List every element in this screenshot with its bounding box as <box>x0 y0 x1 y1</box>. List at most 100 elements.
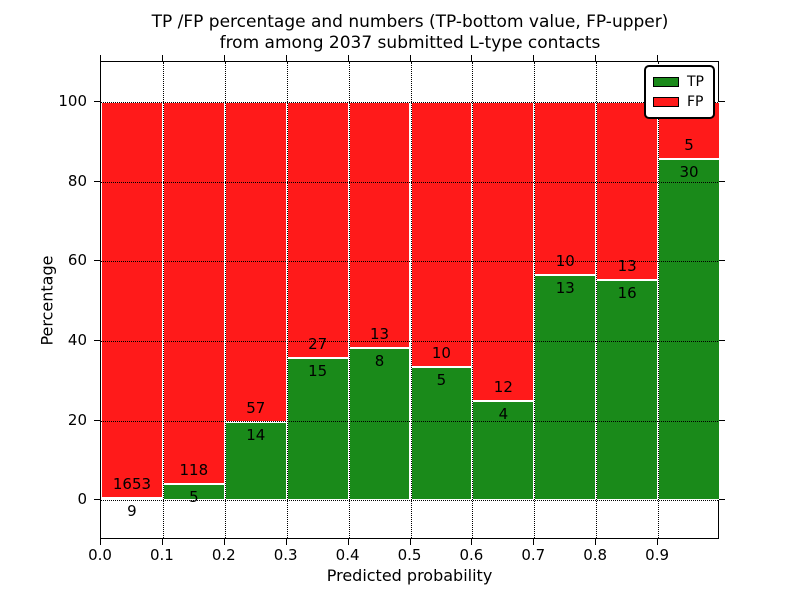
tp-count-label: 13 <box>555 279 575 298</box>
gridline-vertical <box>410 62 412 538</box>
gridline-vertical <box>534 62 536 538</box>
x-tick-mark-top <box>595 55 597 61</box>
bar-segment-fp <box>472 101 535 401</box>
y-tick-mark-right <box>719 339 725 341</box>
fp-count-label: 118 <box>179 460 209 479</box>
y-tick-mark <box>94 419 100 421</box>
tp-count-label: 9 <box>127 502 137 520</box>
bar-segment-tp <box>348 348 411 501</box>
bar-segment-fp <box>534 101 597 276</box>
y-tick-mark <box>94 180 100 182</box>
bar-segment-fp <box>410 101 473 368</box>
legend-label: FP <box>687 94 704 110</box>
x-tick-label: 0.9 <box>645 546 670 564</box>
x-tick-mark <box>471 539 473 545</box>
y-axis-label: Percentage <box>37 255 57 346</box>
x-tick-label: 0.1 <box>149 546 174 564</box>
legend: TP FP <box>644 65 715 119</box>
gridline-horizontal <box>101 261 718 263</box>
x-tick-label: 0.6 <box>459 546 484 564</box>
x-tick-mark-top <box>409 55 411 61</box>
bar-segment-fp <box>596 101 659 281</box>
gridline-vertical <box>596 62 598 538</box>
y-tick-mark-right <box>719 180 725 182</box>
legend-swatch-tp <box>653 77 679 87</box>
x-tick-mark-top <box>347 55 349 61</box>
x-tick-mark <box>285 539 287 545</box>
bar-segment-tp <box>534 275 597 501</box>
y-tick-label: 60 <box>67 251 87 270</box>
chart-title: TP /FP percentage and numbers (TP-bottom… <box>100 12 720 54</box>
legend-entry-fp: FP <box>653 92 704 112</box>
bar-segment-fp <box>286 101 349 358</box>
x-tick-mark-top <box>533 55 535 61</box>
gridline-vertical <box>348 62 350 538</box>
tp-count-label: 8 <box>374 352 385 371</box>
gridline-vertical <box>224 62 226 538</box>
y-tick-mark-right <box>719 260 725 262</box>
x-tick-mark <box>595 539 597 545</box>
x-tick-mark-top <box>223 55 225 61</box>
fp-count-label: 27 <box>308 334 328 353</box>
bar-segment-tp <box>596 280 659 501</box>
y-tick-label: 0 <box>77 490 87 509</box>
bar-segment-fp <box>162 101 225 484</box>
chart-title-line-2: from among 2037 submitted L-type contact… <box>219 33 601 53</box>
tp-count-label: 15 <box>308 361 328 380</box>
x-tick-label: 0.5 <box>397 546 422 564</box>
y-tick-label: 100 <box>58 91 87 110</box>
tp-count-label: 5 <box>189 487 199 506</box>
fp-count-label: 10 <box>431 344 451 363</box>
gridline-horizontal <box>101 181 718 183</box>
bar-segment-tp <box>410 367 473 501</box>
x-tick-label: 0.0 <box>88 546 112 564</box>
x-tick-label: 0.2 <box>211 546 236 564</box>
fp-count-label: 1653 <box>112 475 152 493</box>
x-tick-label: 0.3 <box>273 546 298 564</box>
fp-count-label: 57 <box>246 398 266 417</box>
x-tick-mark <box>223 539 225 545</box>
x-tick-label: 0.4 <box>335 546 360 564</box>
gridline-vertical <box>286 62 288 538</box>
x-tick-mark <box>100 539 101 545</box>
x-tick-mark <box>533 539 535 545</box>
y-tick-mark-right <box>719 499 725 501</box>
tp-count-label: 4 <box>498 404 509 423</box>
x-tick-mark-top <box>471 55 473 61</box>
gridline-horizontal <box>101 101 718 103</box>
fp-count-label: 13 <box>370 325 390 344</box>
legend-swatch-fp <box>653 97 679 107</box>
x-tick-label: 0.8 <box>583 546 608 564</box>
tp-count-label: 16 <box>617 284 637 303</box>
gridline-horizontal <box>101 420 718 422</box>
x-tick-mark <box>347 539 349 545</box>
gridline-vertical <box>162 62 164 538</box>
legend-entry-tp: TP <box>653 72 704 92</box>
y-tick-mark <box>94 339 100 341</box>
y-tick-label: 20 <box>67 410 87 429</box>
fp-count-label: 13 <box>617 257 637 276</box>
x-tick-mark-top <box>285 55 287 61</box>
tp-count-label: 14 <box>246 425 266 444</box>
tp-count-label: 30 <box>679 162 699 181</box>
x-tick-mark-top <box>100 55 101 61</box>
fp-count-label: 10 <box>555 252 575 271</box>
y-tick-label: 80 <box>67 171 87 190</box>
y-tick-mark-right <box>719 419 725 421</box>
bar-segment-fp <box>348 101 411 349</box>
x-tick-mark-top <box>161 55 163 61</box>
gridline-horizontal <box>101 340 718 342</box>
tp-count-label: 5 <box>436 371 447 390</box>
x-tick-mark <box>161 539 163 545</box>
x-tick-mark-top <box>657 55 659 61</box>
x-tick-mark <box>657 539 659 545</box>
y-tick-label: 40 <box>67 330 87 349</box>
chart-title-line-1: TP /FP percentage and numbers (TP-bottom… <box>151 12 669 32</box>
bar-segment-fp <box>101 101 163 498</box>
y-tick-mark <box>94 499 100 501</box>
x-tick-label: 0.7 <box>521 546 546 564</box>
gridline-vertical <box>658 62 660 538</box>
y-tick-mark-right <box>719 100 725 102</box>
x-axis-label: Predicted probability <box>326 566 493 585</box>
